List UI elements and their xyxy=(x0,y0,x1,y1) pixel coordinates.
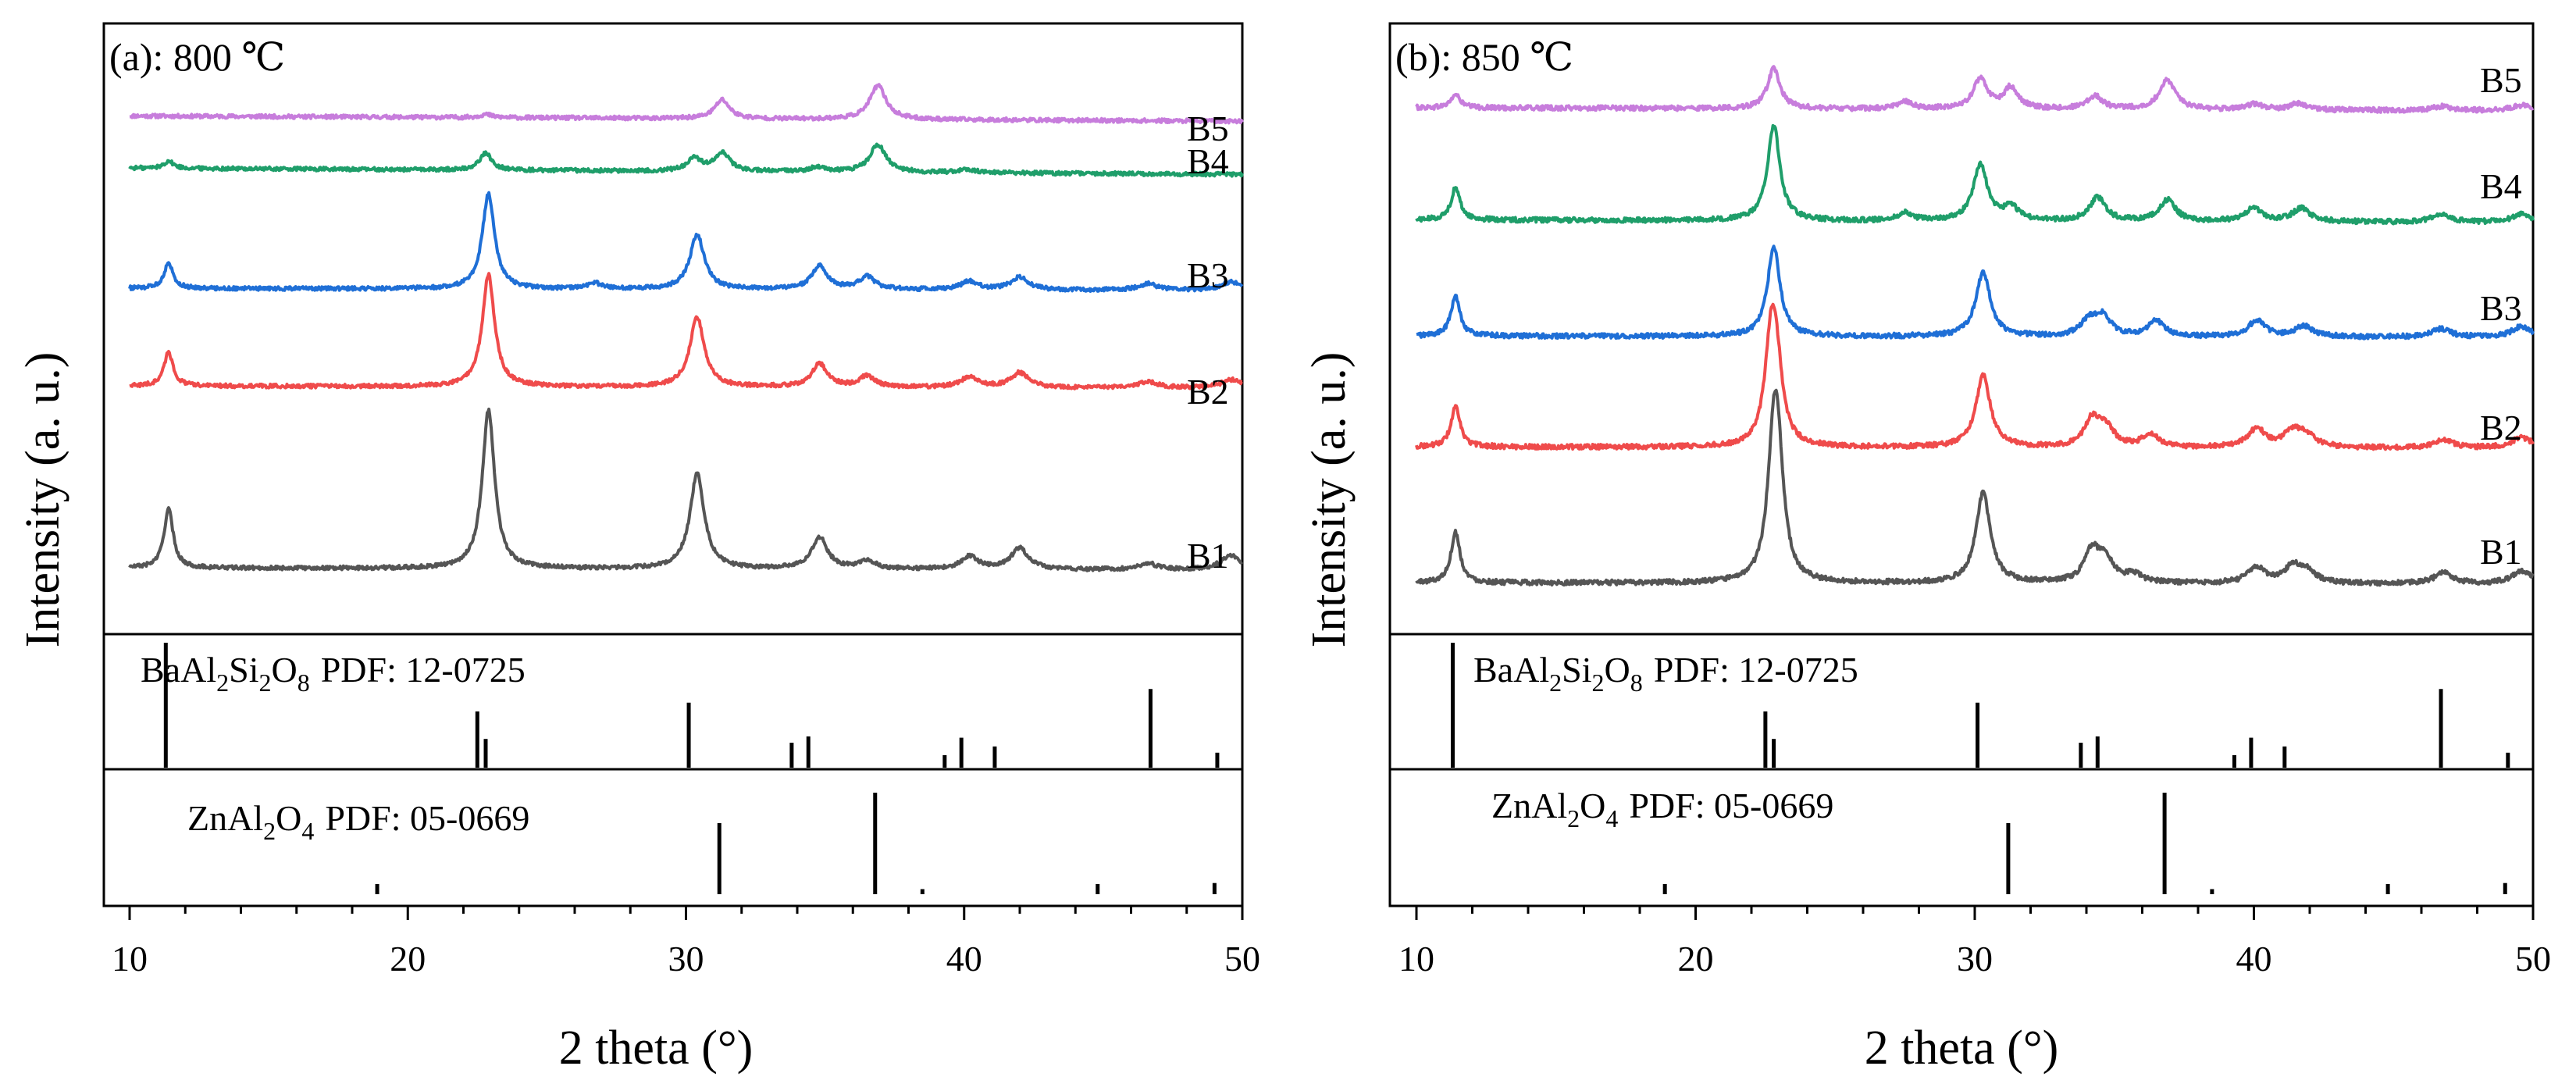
panel-a-ref-label-znal2o4: ZnAl2O4 PDF: 05-0669 xyxy=(187,798,529,845)
x-tick-label: 30 xyxy=(668,939,704,979)
panel-b-ref-znal2o4 xyxy=(1662,793,2507,894)
x-tick-label: 40 xyxy=(946,939,982,979)
panel-a-series xyxy=(128,83,1244,572)
series-line-b3 xyxy=(1416,244,2535,340)
panel-b-series xyxy=(1415,65,2535,587)
x-tick-label: 50 xyxy=(1224,939,1260,979)
panel-a-ref-znal2o4 xyxy=(375,793,1217,894)
series-line-b2 xyxy=(129,272,1243,390)
series-line-b3 xyxy=(128,191,1244,293)
series-line-b1 xyxy=(1415,388,2535,587)
panel-b-series-label-b1: B1 xyxy=(2480,532,2522,572)
panel-b-ref-baal2si2o8 xyxy=(1450,643,2510,768)
panel-b-x-axis: 10 20 30 40 50 xyxy=(1398,906,2551,979)
series-line-b2 xyxy=(1415,302,2535,451)
panel-b-ref-label-znal2o4: ZnAl2O4 PDF: 05-0669 xyxy=(1491,786,1833,833)
series-line-b1 xyxy=(128,407,1244,572)
panel-a-ref-label-baal2si2o8: BaAl2Si2O8 PDF: 12-0725 xyxy=(141,650,526,697)
panel-b-series-label-b5: B5 xyxy=(2480,60,2522,100)
panel-b-series-label-b4: B4 xyxy=(2480,166,2522,206)
panel-a-series-label-b4: B4 xyxy=(1187,141,1229,181)
panel-b-title: (b): 850 ℃ xyxy=(1395,35,1573,79)
panel-b-series-label-b3: B3 xyxy=(2480,288,2522,328)
panel-b-y-axis-label: Intensity (a. u.) xyxy=(1302,352,1356,648)
series-line-b4 xyxy=(1415,123,2535,226)
x-tick-label: 50 xyxy=(2515,939,2551,979)
panel-a-series-label-b3: B3 xyxy=(1187,255,1229,295)
panel-a-series-label-b2: B2 xyxy=(1187,372,1229,412)
panel-a-series-label-b1: B1 xyxy=(1187,536,1229,576)
panel-b-series-label-b2: B2 xyxy=(2480,408,2522,447)
panel-b-x-axis-label: 2 theta (°) xyxy=(1865,1021,2059,1075)
series-line-b4 xyxy=(128,142,1244,178)
panel-a-x-axis: 10 20 30 40 50 xyxy=(112,906,1260,979)
series-line-b5 xyxy=(129,83,1244,125)
x-tick-label: 10 xyxy=(1398,939,1434,979)
x-tick-label: 30 xyxy=(1957,939,1993,979)
x-tick-label: 10 xyxy=(112,939,148,979)
panel-a-ref-baal2si2o8 xyxy=(163,643,1220,768)
panel-b-frame xyxy=(1388,22,2535,907)
series-line-b5 xyxy=(1415,65,2535,114)
panel-a-series-label-b5: B5 xyxy=(1187,109,1229,148)
panel-a-y-axis-label: Intensity (a. u.) xyxy=(16,352,69,648)
x-tick-label: 40 xyxy=(2236,939,2272,979)
panel-a-frame xyxy=(102,22,1244,907)
panel-a: 10 20 30 40 50 (a): 800 ℃ B5 B4 B3 B2 B1 BaA… xyxy=(16,22,1260,1075)
panel-b: 10 20 30 40 50 (b): 850 ℃ B5 B4 B3 B2 B1 BaA… xyxy=(1302,22,2551,1075)
x-tick-label: 20 xyxy=(1678,939,1714,979)
x-tick-label: 20 xyxy=(390,939,426,979)
panel-a-title: (a): 800 ℃ xyxy=(109,35,285,79)
panel-b-ref-label-baal2si2o8: BaAl2Si2O8 PDF: 12-0725 xyxy=(1473,650,1858,697)
panel-a-x-axis-label: 2 theta (°) xyxy=(559,1021,754,1075)
